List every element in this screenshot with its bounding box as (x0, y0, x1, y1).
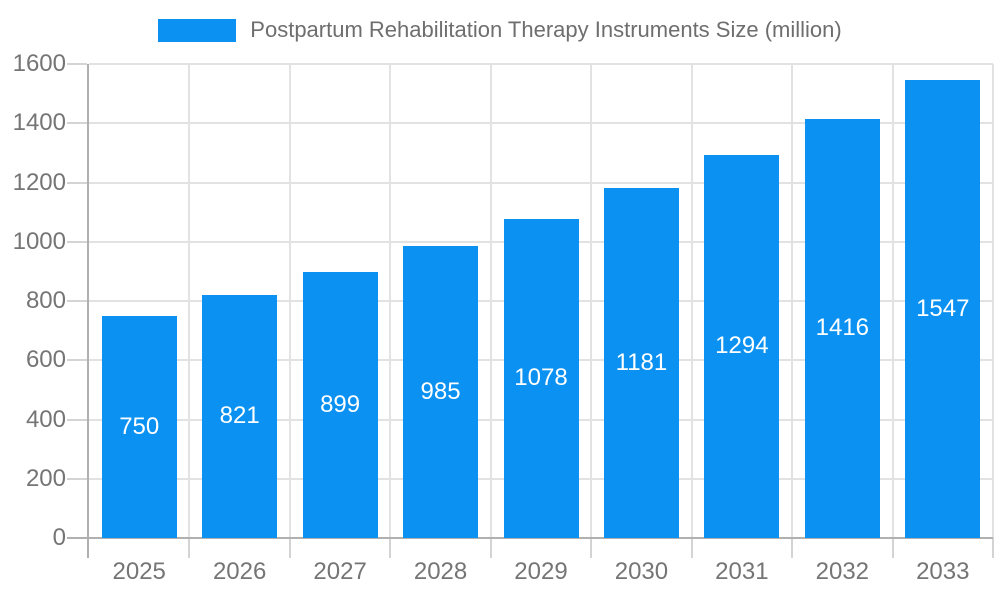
y-axis-tick (67, 122, 87, 125)
x-gridline (188, 64, 191, 538)
plot-area: 750 821 899 985 1078 1181 1294 1416 1547 (67, 63, 994, 558)
x-axis-tick (389, 538, 392, 558)
x-gridline (489, 64, 492, 538)
y-axis-tick (67, 300, 87, 302)
legend-swatch (158, 18, 237, 42)
bar-2030[interactable]: 1181 (603, 188, 679, 538)
bar-2028[interactable]: 985 (403, 246, 479, 538)
x-axis-label: 2032 (815, 558, 870, 585)
y-axis-label: 1400 (12, 109, 66, 137)
x-axis-line (67, 537, 993, 539)
x-axis-label: 2025 (112, 558, 166, 585)
y-axis-label: 0 (52, 524, 66, 551)
legend-label: Postpartum Rehabilitation Therapy Instru… (250, 17, 842, 42)
bar-value-label: 821 (219, 402, 260, 430)
y-axis-tick (67, 181, 87, 184)
x-axis-tick (992, 538, 994, 558)
bar-value-label: 985 (420, 378, 461, 406)
x-axis-label: 2026 (212, 558, 267, 585)
x-gridline (791, 64, 794, 538)
x-gridline (992, 64, 994, 538)
y-axis-label: 600 (25, 346, 66, 374)
bar-value-label: 1181 (615, 349, 668, 377)
y-axis-label: 400 (25, 405, 66, 433)
y-axis-line (87, 64, 89, 558)
x-axis-tick (489, 538, 492, 558)
bar-value-label: 1078 (514, 364, 568, 392)
x-axis-tick (791, 538, 794, 558)
y-axis-tick (67, 477, 87, 480)
x-gridline (288, 64, 291, 538)
x-axis-label: 2030 (614, 558, 669, 585)
x-axis-tick (690, 538, 693, 558)
bar-2025[interactable]: 750 (101, 315, 177, 538)
y-axis-label: 1200 (12, 168, 66, 196)
bar-value-label: 899 (320, 390, 361, 418)
bar-2033[interactable]: 1547 (905, 79, 981, 538)
y-axis-tick (67, 63, 87, 65)
legend-item[interactable]: Postpartum Rehabilitation Therapy Instru… (0, 17, 1000, 43)
bar-2031[interactable]: 1294 (704, 154, 780, 538)
bar-value-label: 750 (119, 412, 160, 440)
x-axis-label: 2028 (413, 558, 468, 585)
x-gridline (690, 64, 693, 538)
y-gridline (89, 181, 993, 184)
x-gridline (389, 64, 392, 538)
x-axis-label: 2031 (715, 558, 769, 585)
x-axis-tick (891, 538, 894, 558)
x-axis-label: 2027 (313, 558, 367, 585)
bar-2029[interactable]: 1078 (503, 218, 579, 538)
bar-2027[interactable]: 899 (302, 271, 378, 538)
x-axis-tick (188, 538, 191, 558)
y-axis-label: 1600 (12, 50, 66, 77)
x-axis-label: 2029 (514, 558, 568, 585)
x-gridline (590, 64, 593, 538)
bar-value-label: 1294 (715, 332, 769, 360)
x-axis-label: 2033 (916, 558, 970, 585)
y-axis-label: 1000 (12, 227, 66, 255)
y-axis-tick (67, 240, 87, 243)
bar-value-label: 1416 (815, 314, 870, 342)
y-axis-tick (67, 418, 87, 421)
x-gridline (891, 64, 894, 538)
y-axis-label: 200 (25, 464, 66, 492)
x-axis-tick (288, 538, 291, 558)
x-axis-tick (590, 538, 593, 558)
y-gridline (89, 122, 993, 125)
y-axis-label: 800 (25, 287, 66, 314)
bar-2032[interactable]: 1416 (804, 118, 880, 538)
bar-value-label: 1547 (916, 294, 970, 322)
bar-2026[interactable]: 821 (202, 294, 278, 538)
y-gridline (89, 63, 993, 65)
y-axis-tick (67, 359, 87, 362)
